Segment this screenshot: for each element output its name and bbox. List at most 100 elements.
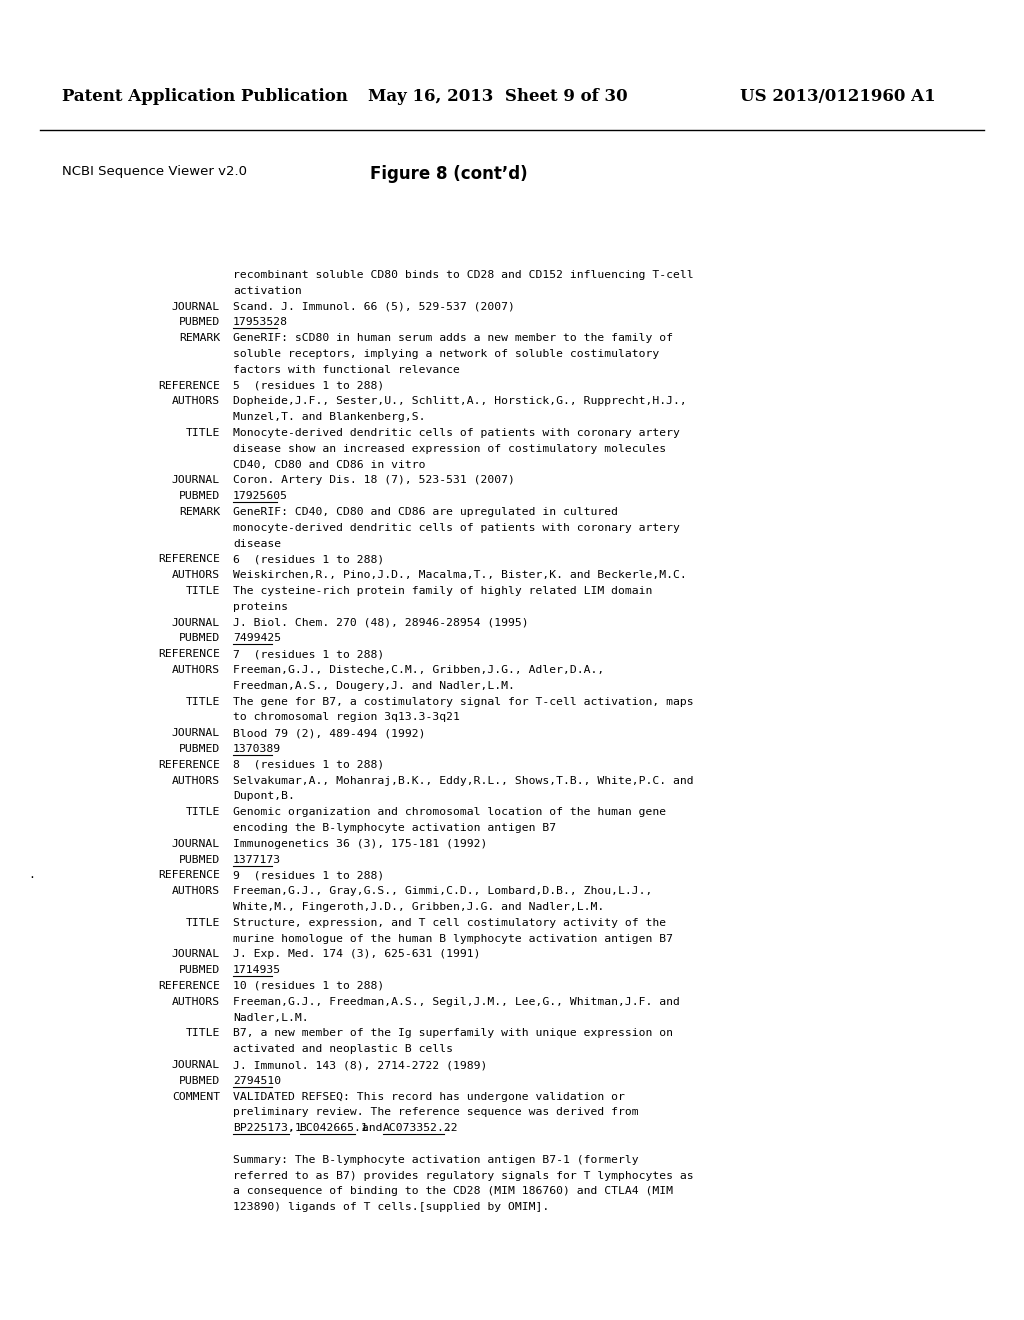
Text: VALIDATED REFSEQ: This record has undergone validation or: VALIDATED REFSEQ: This record has underg… [233,1092,625,1102]
Text: AUTHORS: AUTHORS [172,997,220,1007]
Text: Immunogenetics 36 (3), 175-181 (1992): Immunogenetics 36 (3), 175-181 (1992) [233,838,487,849]
Text: J. Biol. Chem. 270 (48), 28946-28954 (1995): J. Biol. Chem. 270 (48), 28946-28954 (19… [233,618,528,627]
Text: Nadler,L.M.: Nadler,L.M. [233,1012,308,1023]
Text: preliminary review. The reference sequence was derived from: preliminary review. The reference sequen… [233,1107,639,1118]
Text: 1377173: 1377173 [233,854,282,865]
Text: Munzel,T. and Blankenberg,S.: Munzel,T. and Blankenberg,S. [233,412,426,422]
Text: activated and neoplastic B cells: activated and neoplastic B cells [233,1044,453,1055]
Text: AUTHORS: AUTHORS [172,886,220,896]
Text: White,M., Fingeroth,J.D., Gribben,J.G. and Nadler,L.M.: White,M., Fingeroth,J.D., Gribben,J.G. a… [233,902,604,912]
Text: AC073352.22: AC073352.22 [383,1123,459,1133]
Text: PUBMED: PUBMED [179,965,220,975]
Text: ,: , [289,1123,302,1133]
Text: PUBMED: PUBMED [179,317,220,327]
Text: 10 (residues 1 to 288): 10 (residues 1 to 288) [233,981,384,991]
Text: JOURNAL: JOURNAL [172,618,220,627]
Text: Freeman,G.J., Disteche,C.M., Gribben,J.G., Adler,D.A.,: Freeman,G.J., Disteche,C.M., Gribben,J.G… [233,665,604,675]
Text: Freeman,G.J., Gray,G.S., Gimmi,C.D., Lombard,D.B., Zhou,L.J.,: Freeman,G.J., Gray,G.S., Gimmi,C.D., Lom… [233,886,652,896]
Text: Figure 8 (cont’d): Figure 8 (cont’d) [370,165,527,183]
Text: TITLE: TITLE [185,808,220,817]
Text: 7  (residues 1 to 288): 7 (residues 1 to 288) [233,649,384,659]
Text: 123890) ligands of T cells.[supplied by OMIM].: 123890) ligands of T cells.[supplied by … [233,1203,549,1212]
Text: B7, a new member of the Ig superfamily with unique expression on: B7, a new member of the Ig superfamily w… [233,1028,673,1039]
Text: BP225173.1: BP225173.1 [233,1123,302,1133]
Text: AUTHORS: AUTHORS [172,570,220,581]
Text: Freedman,A.S., Dougery,J. and Nadler,L.M.: Freedman,A.S., Dougery,J. and Nadler,L.M… [233,681,515,690]
Text: Patent Application Publication: Patent Application Publication [62,88,348,106]
Text: JOURNAL: JOURNAL [172,1060,220,1071]
Text: Structure, expression, and T cell costimulatory activity of the: Structure, expression, and T cell costim… [233,917,667,928]
Text: US 2013/0121960 A1: US 2013/0121960 A1 [740,88,936,106]
Text: AUTHORS: AUTHORS [172,396,220,407]
Text: activation: activation [233,286,302,296]
Text: disease show an increased expression of costimulatory molecules: disease show an increased expression of … [233,444,667,454]
Text: BC042665.1: BC042665.1 [300,1123,369,1133]
Text: 8  (residues 1 to 288): 8 (residues 1 to 288) [233,760,384,770]
Text: 1370389: 1370389 [233,744,282,754]
Text: Scand. J. Immunol. 66 (5), 529-537 (2007): Scand. J. Immunol. 66 (5), 529-537 (2007… [233,301,515,312]
Text: TITLE: TITLE [185,1028,220,1039]
Text: PUBMED: PUBMED [179,491,220,502]
Text: GeneRIF: CD40, CD80 and CD86 are upregulated in cultured: GeneRIF: CD40, CD80 and CD86 are upregul… [233,507,618,517]
Text: Dopheide,J.F., Sester,U., Schlitt,A., Horstick,G., Rupprecht,H.J.,: Dopheide,J.F., Sester,U., Schlitt,A., Ho… [233,396,687,407]
Text: REFERENCE: REFERENCE [158,380,220,391]
Text: PUBMED: PUBMED [179,1076,220,1086]
Text: J. Exp. Med. 174 (3), 625-631 (1991): J. Exp. Med. 174 (3), 625-631 (1991) [233,949,480,960]
Text: Summary: The B-lymphocyte activation antigen B7-1 (formerly: Summary: The B-lymphocyte activation ant… [233,1155,639,1164]
Text: AUTHORS: AUTHORS [172,665,220,675]
Text: TITLE: TITLE [185,586,220,597]
Text: JOURNAL: JOURNAL [172,729,220,738]
Text: The gene for B7, a costimulatory signal for T-cell activation, maps: The gene for B7, a costimulatory signal … [233,697,693,706]
Text: REFERENCE: REFERENCE [158,870,220,880]
Text: disease: disease [233,539,282,549]
Text: 2794510: 2794510 [233,1076,282,1086]
Text: The cysteine-rich protein family of highly related LIM domain: The cysteine-rich protein family of high… [233,586,652,597]
Text: Weiskirchen,R., Pino,J.D., Macalma,T., Bister,K. and Beckerle,M.C.: Weiskirchen,R., Pino,J.D., Macalma,T., B… [233,570,687,581]
Text: May 16, 2013  Sheet 9 of 30: May 16, 2013 Sheet 9 of 30 [368,88,628,106]
Text: COMMENT: COMMENT [172,1092,220,1102]
Text: Coron. Artery Dis. 18 (7), 523-531 (2007): Coron. Artery Dis. 18 (7), 523-531 (2007… [233,475,515,486]
Text: 17925605: 17925605 [233,491,288,502]
Text: TITLE: TITLE [185,428,220,438]
Text: PUBMED: PUBMED [179,634,220,643]
Text: GeneRIF: sCD80 in human serum adds a new member to the family of: GeneRIF: sCD80 in human serum adds a new… [233,333,673,343]
Text: JOURNAL: JOURNAL [172,838,220,849]
Text: JOURNAL: JOURNAL [172,949,220,960]
Text: 9  (residues 1 to 288): 9 (residues 1 to 288) [233,870,384,880]
Text: REMARK: REMARK [179,507,220,517]
Text: TITLE: TITLE [185,917,220,928]
Text: Selvakumar,A., Mohanraj,B.K., Eddy,R.L., Shows,T.B., White,P.C. and: Selvakumar,A., Mohanraj,B.K., Eddy,R.L.,… [233,776,693,785]
Text: referred to as B7) provides regulatory signals for T lymphocytes as: referred to as B7) provides regulatory s… [233,1171,693,1180]
Text: to chromosomal region 3q13.3-3q21: to chromosomal region 3q13.3-3q21 [233,713,460,722]
Text: REFERENCE: REFERENCE [158,554,220,565]
Text: and: and [355,1123,389,1133]
Text: TITLE: TITLE [185,697,220,706]
Text: .: . [443,1123,451,1133]
Text: REFERENCE: REFERENCE [158,649,220,659]
Text: a consequence of binding to the CD28 (MIM 186760) and CTLA4 (MIM: a consequence of binding to the CD28 (MI… [233,1187,673,1196]
Text: monocyte-derived dendritic cells of patients with coronary artery: monocyte-derived dendritic cells of pati… [233,523,680,533]
Text: AUTHORS: AUTHORS [172,776,220,785]
Text: Dupont,B.: Dupont,B. [233,792,295,801]
Text: factors with functional relevance: factors with functional relevance [233,364,460,375]
Text: 17953528: 17953528 [233,317,288,327]
Text: proteins: proteins [233,602,288,611]
Text: 6  (residues 1 to 288): 6 (residues 1 to 288) [233,554,384,565]
Text: 7499425: 7499425 [233,634,282,643]
Text: REFERENCE: REFERENCE [158,981,220,991]
Text: Freeman,G.J., Freedman,A.S., Segil,J.M., Lee,G., Whitman,J.F. and: Freeman,G.J., Freedman,A.S., Segil,J.M.,… [233,997,680,1007]
Text: 5  (residues 1 to 288): 5 (residues 1 to 288) [233,380,384,391]
Text: Blood 79 (2), 489-494 (1992): Blood 79 (2), 489-494 (1992) [233,729,426,738]
Text: Genomic organization and chromosomal location of the human gene: Genomic organization and chromosomal loc… [233,808,667,817]
Text: CD40, CD80 and CD86 in vitro: CD40, CD80 and CD86 in vitro [233,459,426,470]
Text: JOURNAL: JOURNAL [172,301,220,312]
Text: encoding the B-lymphocyte activation antigen B7: encoding the B-lymphocyte activation ant… [233,822,556,833]
Text: 1714935: 1714935 [233,965,282,975]
Text: REFERENCE: REFERENCE [158,760,220,770]
Text: recombinant soluble CD80 binds to CD28 and CD152 influencing T-cell: recombinant soluble CD80 binds to CD28 a… [233,271,693,280]
Text: PUBMED: PUBMED [179,854,220,865]
Text: NCBI Sequence Viewer v2.0: NCBI Sequence Viewer v2.0 [62,165,247,178]
Text: JOURNAL: JOURNAL [172,475,220,486]
Text: soluble receptors, implying a network of soluble costimulatory: soluble receptors, implying a network of… [233,348,659,359]
Text: murine homologue of the human B lymphocyte activation antigen B7: murine homologue of the human B lymphocy… [233,933,673,944]
